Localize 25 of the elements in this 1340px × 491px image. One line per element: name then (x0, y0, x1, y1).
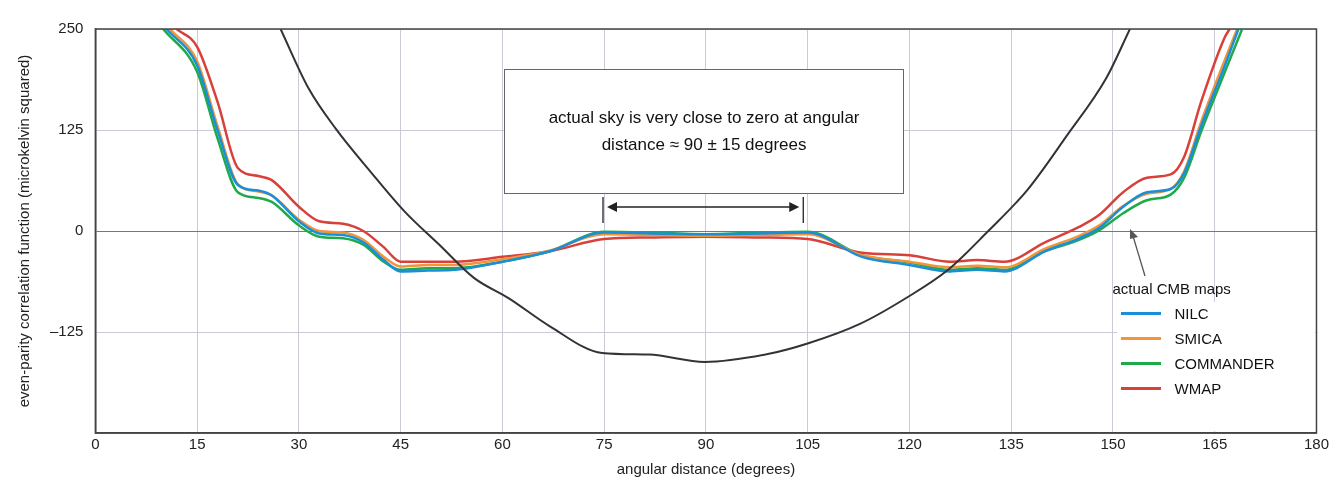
legend-label: SMICA (1174, 330, 1223, 347)
x-tick-label: 45 (392, 435, 409, 453)
legend-label: WMAP (1174, 380, 1222, 397)
y-tick-label: –125 (49, 322, 84, 340)
x-tick-label: 75 (595, 435, 613, 453)
x-axis-title: angular distance (degrees) (616, 460, 796, 478)
legend-label: NILC (1174, 305, 1209, 322)
annotation: actual sky is very close to zero at angular distance ≈ 90 ± 15 degrees (547, 107, 861, 157)
x-tick-label: 0 (91, 435, 100, 453)
y-tick-label: 0 (75, 221, 84, 239)
x-tick-label: 135 (998, 435, 1024, 453)
y-tick-label: 125 (58, 120, 84, 138)
x-tick-label: 90 (697, 435, 715, 453)
x-tick-label: 105 (795, 435, 821, 453)
x-tick-label: 150 (1100, 435, 1126, 453)
legend-label: COMMANDER (1174, 355, 1275, 372)
x-tick-label: 165 (1202, 435, 1228, 453)
legend-title: actual CMB maps (1112, 280, 1231, 297)
x-tick-label: 30 (290, 435, 308, 453)
x-tick-label: 120 (896, 435, 922, 453)
x-tick-label: 15 (188, 435, 206, 453)
y-tick-label: 250 (58, 19, 84, 37)
x-tick-label: 60 (494, 435, 511, 453)
x-tick-label: 180 (1303, 435, 1329, 453)
y-axis-title: even-parity correlation function (microkelvin squared) (15, 54, 33, 408)
